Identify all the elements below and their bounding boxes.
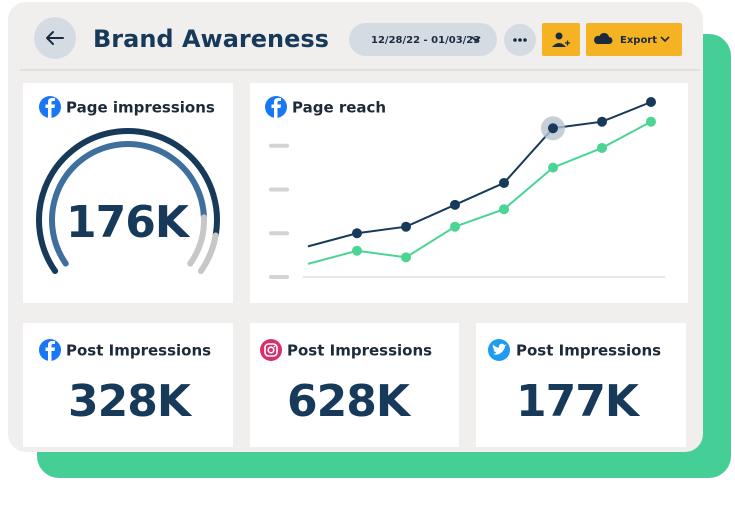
data-point bbox=[548, 123, 558, 134]
gauge-arc bbox=[36, 128, 220, 275]
gauge-arc bbox=[49, 141, 207, 267]
facebook-icon bbox=[39, 96, 61, 118]
data-point bbox=[450, 199, 460, 210]
data-point bbox=[499, 177, 509, 188]
add-user-button[interactable] bbox=[542, 23, 580, 56]
gauge-arc bbox=[187, 214, 207, 267]
panel bbox=[476, 323, 686, 447]
metric-value: 328K bbox=[68, 376, 193, 427]
card-title: Post Impressions bbox=[516, 342, 661, 360]
metric-value: 177K bbox=[516, 376, 641, 427]
more-button[interactable] bbox=[504, 24, 536, 56]
data-point bbox=[597, 142, 607, 153]
data-point bbox=[352, 228, 362, 239]
facebook-icon bbox=[39, 339, 61, 361]
metric-value: 628K bbox=[287, 376, 412, 427]
data-point bbox=[646, 97, 656, 107]
data-point bbox=[401, 252, 411, 263]
card-title: Page impressions bbox=[66, 99, 215, 117]
page-title: Brand Awareness bbox=[93, 25, 329, 53]
date-picker[interactable]: 12/28/22 - 01/03/23 bbox=[349, 23, 497, 56]
export-button[interactable]: Export bbox=[586, 23, 682, 56]
twitter-icon bbox=[488, 339, 510, 361]
back-button[interactable] bbox=[34, 17, 76, 59]
data-point bbox=[597, 116, 607, 127]
instagram-icon bbox=[260, 339, 282, 361]
date-range: 12/28/22 - 01/03/23 bbox=[371, 35, 480, 46]
data-point bbox=[401, 221, 411, 232]
data-point bbox=[646, 116, 656, 127]
facebook-icon bbox=[265, 96, 287, 118]
data-point bbox=[548, 162, 558, 173]
metric-value: 176K bbox=[66, 197, 191, 248]
card-title: Post Impressions bbox=[66, 342, 211, 360]
card-title: Post Impressions bbox=[287, 342, 432, 360]
card-title: Page reach bbox=[292, 99, 386, 117]
series-line bbox=[307, 101, 652, 248]
panel bbox=[250, 83, 688, 303]
panel bbox=[250, 323, 459, 447]
gauge-arc bbox=[197, 232, 219, 275]
gauge bbox=[36, 128, 220, 275]
data-point bbox=[450, 221, 460, 232]
data-point bbox=[499, 204, 509, 215]
series-line bbox=[307, 120, 652, 265]
line-chart bbox=[269, 97, 665, 279]
data-point bbox=[352, 245, 362, 256]
export-label: Export bbox=[620, 35, 657, 46]
